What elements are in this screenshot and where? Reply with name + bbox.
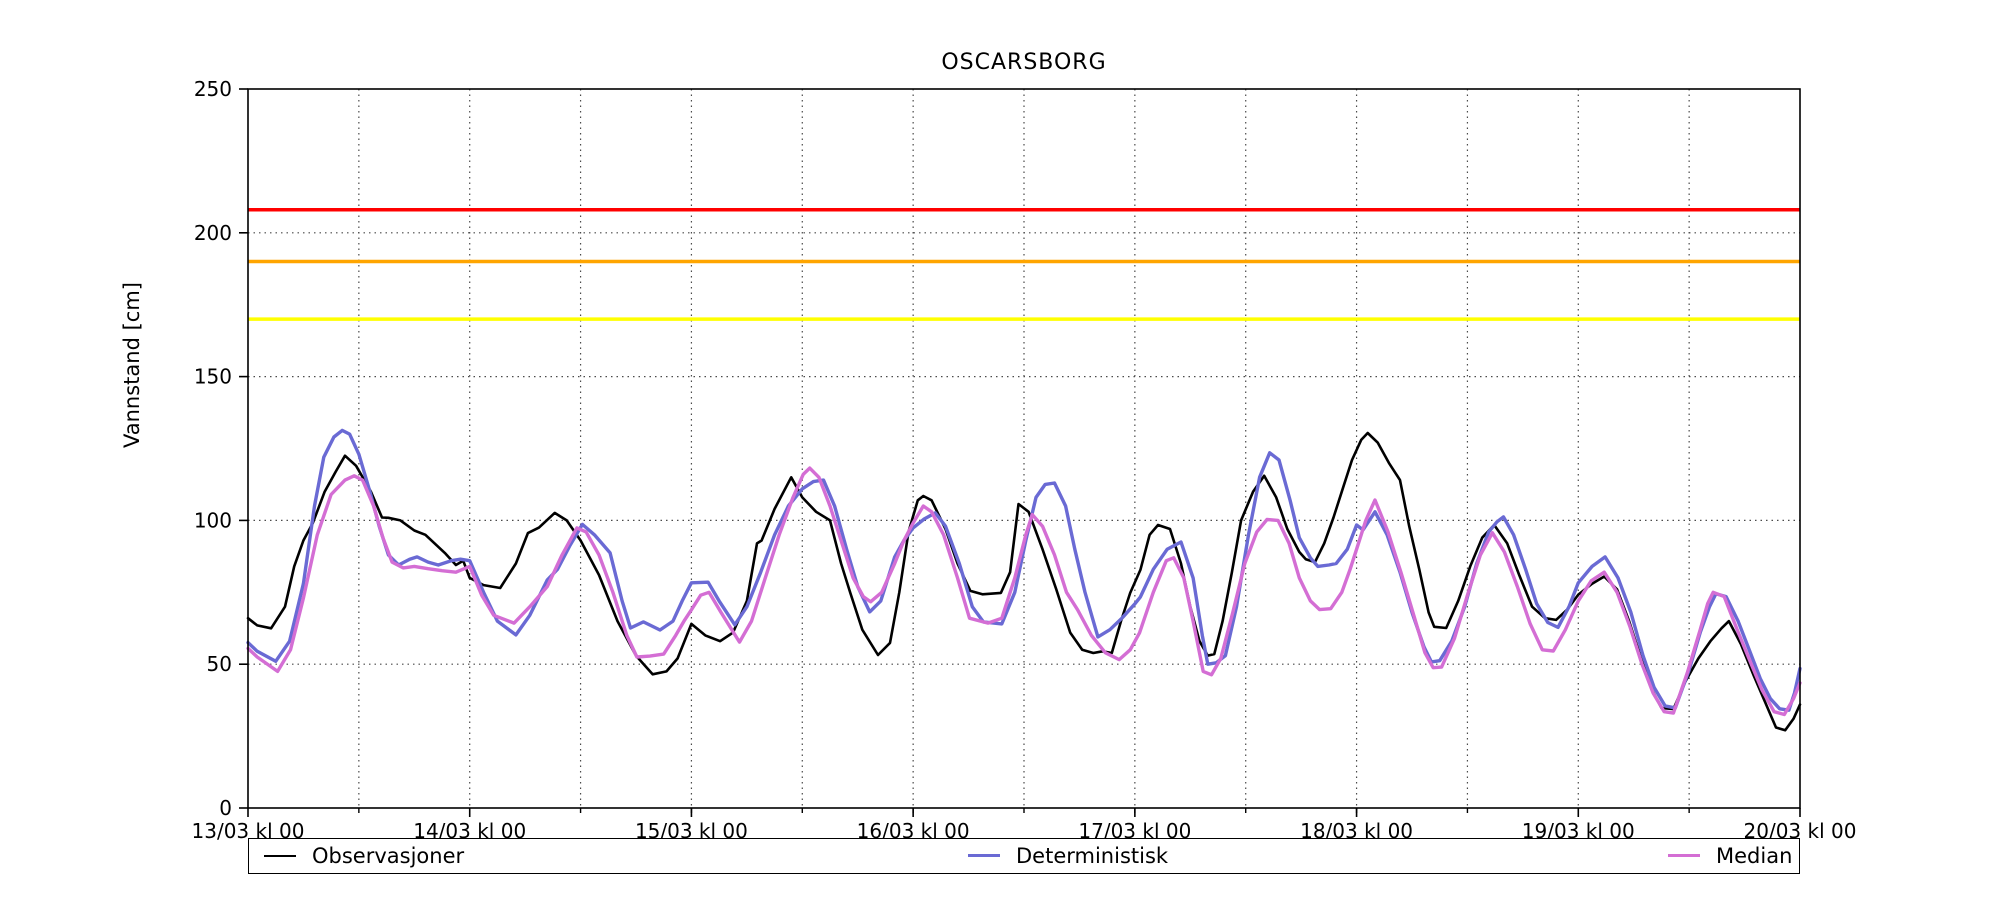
legend-label: Median — [1716, 843, 1793, 868]
series-deterministisk — [246, 428, 1802, 712]
series-median — [246, 466, 1802, 717]
y-tick-label: 200 — [194, 221, 232, 245]
y-tick-label: 100 — [194, 508, 232, 532]
legend: Observasjoner Deterministisk Median — [248, 838, 1800, 874]
y-tick-label: 50 — [207, 652, 232, 676]
y-tick-label: 0 — [219, 796, 232, 820]
observasjoner-line-sample — [264, 854, 296, 857]
legend-label: Observasjoner — [312, 843, 465, 868]
legend-entry-median: Median — [1668, 839, 1792, 872]
deterministisk-line-sample — [968, 854, 1000, 857]
y-tick-label: 150 — [194, 365, 232, 389]
legend-entry-observasjoner: Observasjoner — [264, 839, 464, 872]
legend-label: Deterministisk — [1016, 843, 1169, 868]
chart-title: OSCARSBORG — [941, 50, 1107, 75]
series-observasjoner — [246, 431, 1802, 732]
median-line-sample — [1668, 854, 1700, 857]
y-tick-label: 250 — [194, 77, 232, 101]
legend-entry-deterministisk: Deterministisk — [968, 839, 1168, 872]
